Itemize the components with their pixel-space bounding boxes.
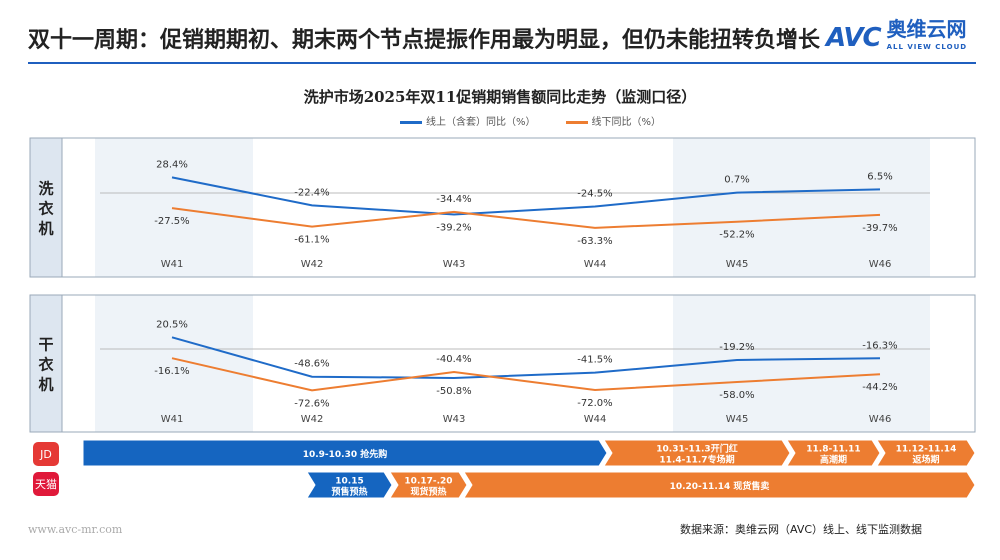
series-line-offline (171, 357, 881, 392)
data-label: -39.2% (436, 223, 471, 234)
x-tick-label: W41 (161, 414, 184, 425)
data-label: -40.4% (436, 354, 471, 365)
data-label: 20.5% (156, 319, 188, 330)
tmall-phase-spot-warmup (389, 471, 468, 499)
data-label: -16.1% (154, 366, 189, 377)
data-label: -72.0% (577, 398, 612, 409)
x-tick-label: W42 (301, 414, 324, 425)
data-label: -19.2% (719, 342, 754, 353)
panel-label-char: 衣 (38, 356, 53, 374)
tmall-phase-spot-warmup-label: 现货预热 (410, 486, 446, 498)
legend-offline: 线下同比（%） (565, 113, 661, 128)
panel-label-char: 干 (38, 336, 53, 354)
legend-online: 线上（含套）同比（%） (400, 113, 536, 128)
panel-label-char: 机 (38, 376, 53, 394)
data-label: -48.6% (294, 359, 329, 370)
data-source: 数据来源：奥维云网（AVC）线上、线下监测数据 (680, 523, 923, 536)
jd-phase-presale-label: 10.9-10.30 抢先购 (303, 448, 388, 460)
x-tick-label: W46 (869, 414, 892, 425)
panel-label-char: 洗 (38, 180, 53, 198)
avc-logo: AVC 奥维云网 ALL VIEW CLOUD (826, 17, 968, 53)
data-label: -24.5% (577, 188, 612, 199)
jd-phase-return-label: 11.12-11.14 (896, 445, 957, 455)
tmall-phase-spot-warmup-label: 10.17-.20 (404, 477, 452, 487)
tmall-phase-presale-label: 预售预热 (331, 486, 367, 498)
x-tick-label: W45 (726, 414, 749, 425)
data-label: -61.1% (294, 235, 329, 246)
jd-phase-opening (603, 439, 791, 467)
jd-phase-peak-label: 高潮期 (820, 454, 847, 466)
tmall-phase-presale (306, 471, 393, 499)
jd-phase-presale (82, 439, 608, 467)
data-label: -72.6% (294, 398, 329, 409)
data-label: -63.3% (577, 236, 612, 247)
x-tick-label: W44 (584, 414, 607, 425)
jd-phase-return-label: 返场期 (912, 454, 939, 466)
jd-phase-return (876, 439, 976, 467)
data-label: -50.8% (436, 386, 471, 397)
panel-label-box (29, 294, 63, 433)
x-tick-label: W45 (726, 259, 749, 270)
chart-title: 洗护市场2025年双11促销期销售额同比走势（监测口径） (303, 88, 697, 106)
data-label: -16.3% (862, 340, 897, 351)
data-label: 28.4% (156, 159, 188, 170)
jd-phase-opening-label: 10.31-11.3开门红 (656, 443, 737, 455)
x-tick-label: W43 (443, 414, 466, 425)
jd-icon: JD (33, 442, 59, 466)
panel-label-box (29, 137, 63, 278)
data-label: -58.0% (719, 390, 754, 401)
jd-phase-peak-label: 11.8-11.11 (806, 445, 860, 455)
data-label: -41.5% (577, 355, 612, 366)
tmall-phase-presale-label: 10.15 (335, 477, 363, 487)
x-tick-label: W43 (443, 259, 466, 270)
highlight-band (95, 295, 253, 432)
x-tick-label: W44 (584, 259, 607, 270)
panel-label-char: 衣 (38, 200, 53, 218)
panel-label-char: 机 (38, 220, 53, 238)
x-tick-label: W41 (161, 259, 184, 270)
x-tick-label: W46 (869, 259, 892, 270)
tmall-phase-spot-sale (463, 471, 976, 499)
tmall-icon: 天猫 (33, 472, 59, 496)
data-label: 6.5% (867, 171, 892, 182)
x-tick-label: W42 (301, 259, 324, 270)
tmall-phase-spot-sale-label: 10.20-11.14 现货售卖 (670, 480, 770, 492)
data-label: -27.5% (154, 216, 189, 227)
legend: 线上（含套）同比（%） 线下同比（%） (400, 113, 661, 128)
highlight-band (673, 295, 930, 432)
jd-phase-peak (786, 439, 881, 467)
website: www.avc-mr.com (28, 523, 123, 536)
highlight-band (673, 138, 930, 277)
data-label: -44.2% (862, 382, 897, 393)
data-label: -52.2% (719, 230, 754, 241)
data-label: -39.7% (862, 223, 897, 234)
data-label: 0.7% (724, 175, 749, 186)
series-line-online (171, 336, 881, 379)
data-label: -34.4% (436, 194, 471, 205)
series-line-online (171, 176, 881, 216)
divider (28, 62, 976, 64)
jd-phase-opening-label: 11.4-11.7专场期 (659, 454, 734, 466)
series-line-offline (171, 207, 881, 229)
data-label: -22.4% (294, 187, 329, 198)
page-title: 双十一周期：促销期期初、期末两个节点提振作用最为明显，但仍未能扭转负增长 (28, 27, 821, 53)
